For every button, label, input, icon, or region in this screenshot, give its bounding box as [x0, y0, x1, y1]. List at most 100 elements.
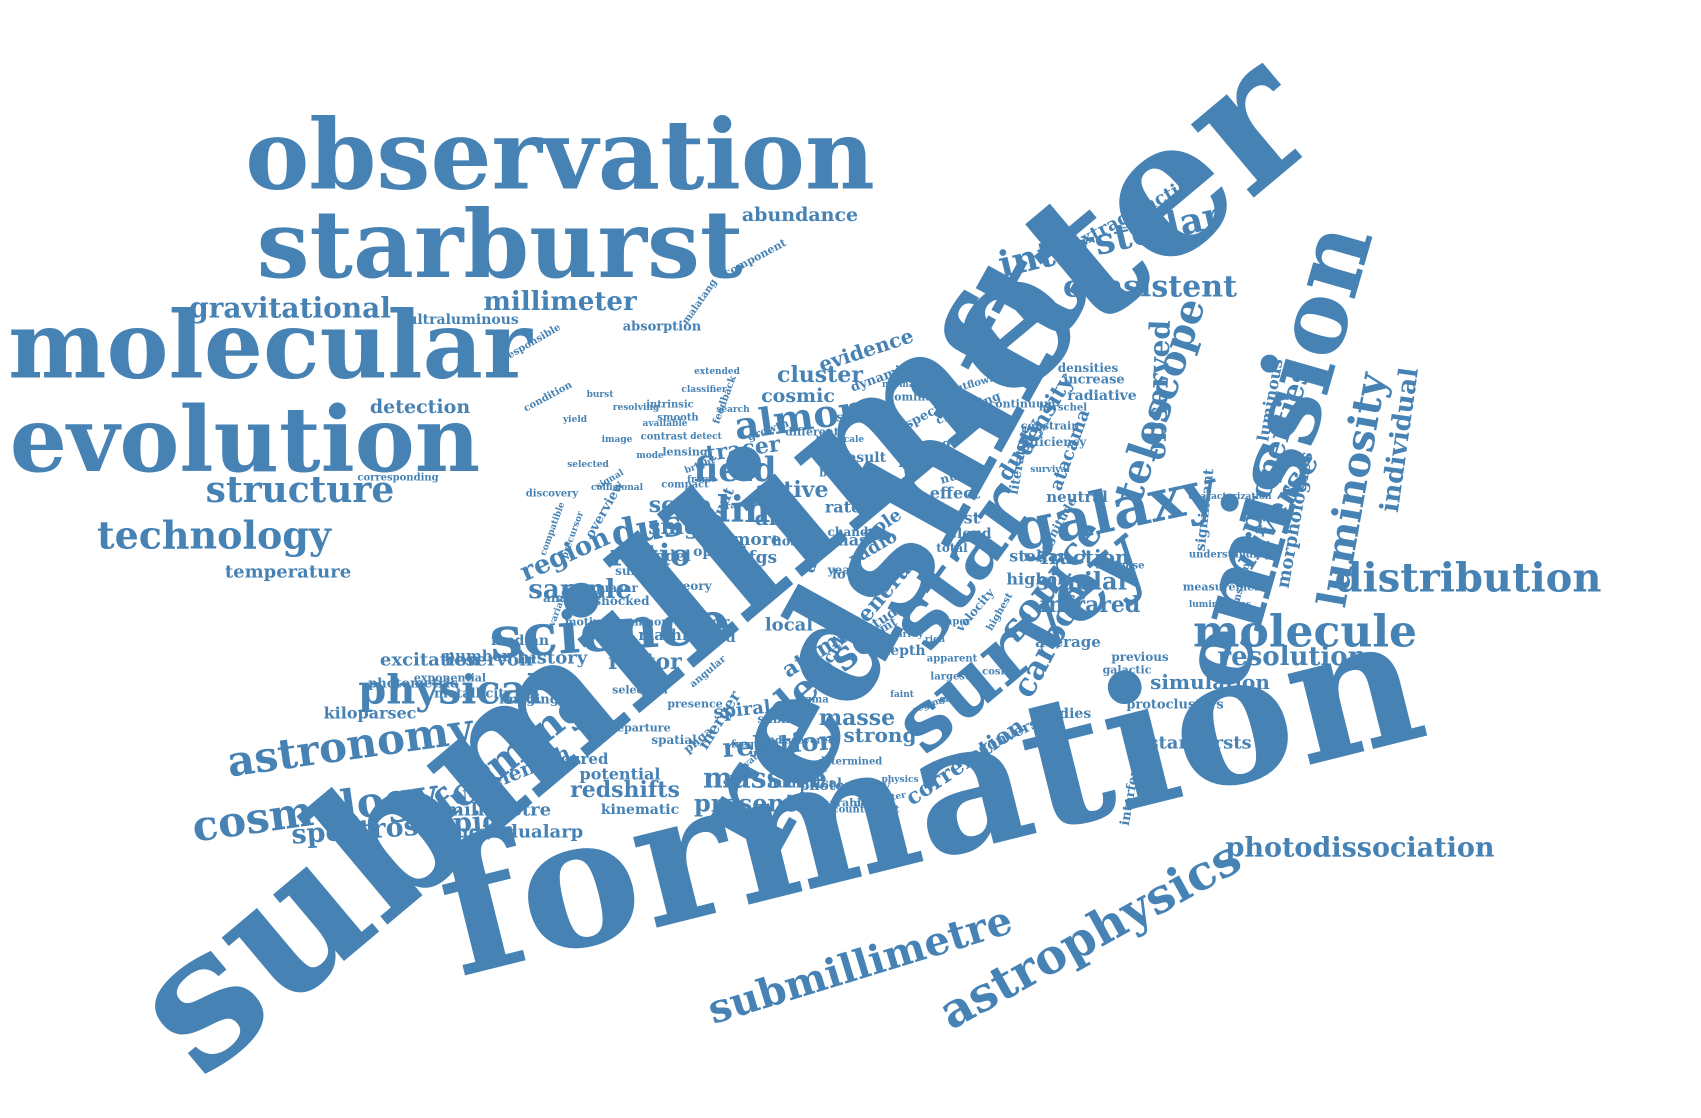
word-contrast: contrast — [641, 432, 688, 443]
word-different: different — [785, 426, 840, 439]
word-transfer: transfer — [771, 761, 830, 776]
word-smooth: smooth — [657, 413, 699, 424]
word-starburst: starburst — [257, 190, 744, 300]
word-similar: similar — [1036, 567, 1131, 596]
word-numerical: numerical — [768, 777, 842, 792]
word-dominant: dominant — [886, 391, 946, 404]
word-dsfgs: dsfgs — [727, 548, 777, 568]
word-distribution: distribution — [1335, 555, 1602, 602]
word-sigma: sigma — [795, 695, 829, 706]
word-protoclusters: protoclusters — [1126, 698, 1223, 713]
word-ultraluminous: ultraluminous — [407, 312, 519, 328]
word-corresponding: corresponding — [357, 473, 438, 484]
word-largest: largest — [930, 672, 970, 683]
word-selected: selected — [567, 460, 609, 470]
word-analysis: analysis — [543, 591, 597, 605]
word-common: common — [617, 616, 670, 629]
word-absorption: absorption — [623, 320, 702, 335]
word-mas: mas — [832, 531, 868, 550]
word-burst: burst — [587, 390, 615, 400]
word-resolving: resolving — [613, 403, 660, 413]
word-departure: departure — [609, 722, 670, 735]
word-presence: presence — [667, 698, 722, 711]
word-luminosities: luminosities — [1189, 600, 1251, 610]
word-efficiency: efficiency — [1022, 435, 1088, 449]
word-photometric: photometric — [368, 677, 458, 692]
word-observed: observed — [1139, 319, 1177, 460]
word-factor: factor — [608, 649, 682, 675]
word-strong: strong — [844, 723, 917, 747]
word-most: most — [936, 509, 981, 528]
word-observation: observation — [245, 99, 874, 212]
word-kiloparsec: kiloparsec — [324, 704, 417, 723]
word-excitation: excitation — [380, 650, 480, 671]
word-apparent: apparent — [927, 654, 978, 665]
word-image: image — [602, 435, 633, 445]
word-exponential: exponential — [414, 672, 486, 685]
word-sfedense: sfedense — [1096, 561, 1145, 572]
word-year: year — [827, 563, 857, 577]
word-temperature: temperature — [225, 562, 351, 583]
word-detect: detect — [690, 432, 722, 442]
word-photometry: photometry — [800, 778, 892, 794]
word-redshifts: redshifts — [570, 777, 680, 803]
word-band: band — [694, 628, 736, 646]
word-method: method — [898, 453, 962, 471]
word-stellar: stellar — [1009, 547, 1067, 566]
word-simulation: simulation — [1150, 670, 1270, 694]
word-array: array — [897, 630, 924, 640]
word-degree: degree — [893, 435, 951, 453]
word-median: median — [491, 633, 549, 649]
word-rate: rate — [825, 498, 861, 517]
word-intrinsic: intrinsic — [646, 400, 694, 411]
word-frame: frame — [687, 475, 717, 485]
word-comparable: comparable — [796, 797, 868, 810]
word-massive: massive — [703, 762, 827, 795]
word-obscured: obscured — [532, 750, 609, 768]
word-submm: submm — [757, 712, 807, 726]
word-paper: paper — [939, 617, 972, 628]
word-imaging: imaging — [499, 693, 559, 708]
word-normal: normal — [882, 380, 919, 390]
word-abundance: abundance — [742, 204, 858, 226]
word-mode: mode — [636, 451, 664, 461]
word-effect: effect — [930, 484, 981, 503]
word-gravitational: gravitational — [189, 292, 391, 325]
word-intense: intense — [749, 749, 790, 760]
word-quasar: quasar — [592, 581, 638, 595]
word-chandra: chandra — [827, 525, 882, 539]
word-major: major — [681, 613, 731, 631]
word-molecule: molecule — [1193, 607, 1417, 658]
word-faint: faint — [890, 690, 915, 700]
word-selection: selection — [612, 684, 668, 697]
word-constrain: constrain — [1021, 420, 1079, 433]
word-masse: masse — [819, 705, 895, 731]
word-motivation: motivation — [565, 616, 631, 629]
word-yield: yield — [562, 415, 588, 425]
word-studies: studies — [1035, 706, 1092, 722]
word-compact: compact — [661, 480, 709, 491]
word-mathrm: mathrm — [638, 626, 705, 644]
word-collisional: collisional — [591, 483, 644, 493]
word-shocked: shocked — [594, 594, 650, 608]
word-cloud-words: submillimeterformationredshiftobservatio… — [8, 3, 1601, 1115]
word-available: available — [643, 419, 688, 429]
word-consistent: consistent — [1063, 270, 1237, 305]
word-counterpart: counterpart — [833, 805, 900, 816]
word-resolution: resolution — [1217, 642, 1366, 672]
word-determined: determined — [818, 757, 883, 768]
word-model: model — [639, 547, 691, 565]
word-millimetre: millimetre — [445, 800, 551, 821]
word-cluster: cluster — [777, 362, 863, 388]
word-discovered: discovered — [775, 736, 835, 747]
word-individualarp: individualarp — [449, 822, 584, 843]
word-number: number — [444, 647, 511, 665]
word-millimeter: millimeter — [483, 287, 637, 317]
word-theory: theory — [668, 579, 712, 593]
word-starbursts: starbursts — [1148, 733, 1251, 754]
word-line: line — [717, 489, 793, 531]
word-densities: densities — [1058, 361, 1119, 375]
word-measurement: measurement — [1183, 581, 1268, 594]
word-cloud: cloud — [948, 526, 991, 542]
